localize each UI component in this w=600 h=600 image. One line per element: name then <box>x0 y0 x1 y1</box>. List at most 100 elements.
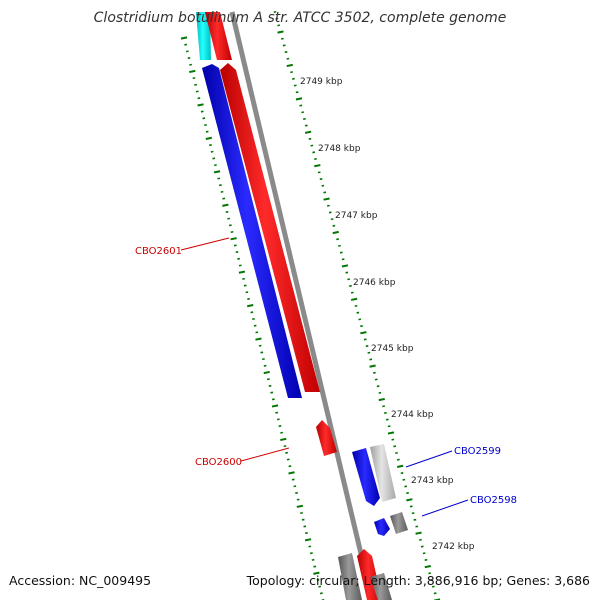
cbo2601-blue-feature <box>202 64 302 398</box>
minor-tick <box>313 565 317 568</box>
minor-tick <box>367 351 371 354</box>
minor-tick <box>339 251 343 254</box>
top-red-feature <box>205 12 232 60</box>
minor-tick <box>420 545 424 548</box>
kbp-label: 2745 kbp <box>371 344 414 354</box>
minor-tick <box>358 318 362 321</box>
minor-tick <box>338 244 341 247</box>
major-tick <box>255 337 262 341</box>
topology-stats: Topology: circular; Length: 3,886,916 bp… <box>246 573 590 588</box>
minor-tick <box>428 572 432 575</box>
major-tick <box>341 264 349 268</box>
minor-tick <box>365 345 369 348</box>
minor-tick <box>360 325 363 328</box>
major-tick <box>263 370 270 375</box>
minor-tick <box>187 57 191 60</box>
major-tick <box>197 103 204 107</box>
major-tick <box>387 431 395 435</box>
minor-tick <box>230 230 234 234</box>
major-tick <box>369 364 376 368</box>
minor-tick <box>413 518 417 521</box>
minor-tick <box>369 358 373 361</box>
minor-tick <box>225 210 229 213</box>
major-tick <box>213 170 221 174</box>
major-tick <box>314 164 321 168</box>
minor-tick <box>310 552 313 555</box>
minor-tick <box>291 478 295 481</box>
minor-tick <box>295 91 299 94</box>
major-tick <box>332 230 339 235</box>
minor-tick <box>247 297 250 300</box>
minor-tick <box>238 264 242 267</box>
minor-tick <box>308 137 312 140</box>
cbo2599-blue-feature <box>352 448 380 506</box>
cbo2601-red-feature <box>220 63 320 392</box>
major-tick <box>378 397 385 402</box>
minor-tick <box>262 358 265 361</box>
minor-tick <box>363 338 367 341</box>
minor-tick <box>275 411 279 414</box>
outer-tick-ruler <box>180 36 325 600</box>
cbo2598-blue-feature <box>374 518 390 536</box>
minor-tick <box>263 364 267 367</box>
minor-tick <box>194 83 197 86</box>
cbo2599-leader <box>405 450 453 468</box>
minor-tick <box>316 578 320 581</box>
minor-tick <box>341 258 345 261</box>
minor-tick <box>419 538 422 541</box>
minor-tick <box>227 217 231 220</box>
minor-tick <box>422 552 426 555</box>
major-tick <box>205 136 213 140</box>
minor-tick <box>278 425 282 428</box>
kbp-labels: 2749 kbp 2748 kbp 2747 kbp 2746 kbp 2745… <box>300 77 475 552</box>
kbp-label: 2742 kbp <box>432 542 475 552</box>
minor-tick <box>404 485 408 488</box>
minor-tick <box>210 150 214 153</box>
minor-tick <box>299 104 303 107</box>
major-tick <box>323 197 330 201</box>
minor-tick <box>235 251 239 254</box>
minor-tick <box>336 238 339 241</box>
major-tick <box>415 531 422 535</box>
minor-tick <box>385 418 389 421</box>
minor-tick <box>300 511 303 515</box>
minor-tick <box>330 218 334 221</box>
minor-tick <box>280 37 284 40</box>
minor-tick <box>356 311 360 314</box>
kbp-label: 2746 kbp <box>353 278 396 288</box>
inner-tick-ruler <box>273 10 441 600</box>
minor-tick <box>286 458 290 461</box>
minor-tick <box>293 84 297 87</box>
minor-tick <box>328 211 332 214</box>
minor-tick <box>319 592 323 595</box>
minor-tick <box>296 498 300 501</box>
minor-tick <box>332 224 336 227</box>
minor-tick <box>323 191 327 194</box>
minor-tick <box>270 391 274 394</box>
major-tick <box>230 237 237 241</box>
major-tick <box>222 203 229 207</box>
major-tick <box>424 565 431 569</box>
minor-tick <box>212 157 216 160</box>
minor-tick <box>260 351 264 354</box>
minor-tick <box>345 271 349 274</box>
minor-tick <box>209 144 212 147</box>
minor-tick <box>233 244 237 247</box>
minor-tick <box>271 398 275 401</box>
minor-tick <box>311 558 315 561</box>
minor-tick <box>349 284 352 287</box>
major-tick <box>304 538 312 542</box>
minor-tick <box>284 51 288 54</box>
minor-tick <box>314 157 317 161</box>
minor-tick <box>393 445 397 448</box>
minor-tick <box>319 178 323 181</box>
major-tick <box>286 63 293 68</box>
minor-tick <box>301 518 305 521</box>
major-tick <box>396 464 404 468</box>
minor-tick <box>282 44 286 47</box>
minor-tick <box>295 491 298 494</box>
minor-tick <box>285 451 289 454</box>
minor-tick <box>204 123 207 127</box>
minor-tick <box>250 311 254 314</box>
minor-tick <box>406 492 409 495</box>
